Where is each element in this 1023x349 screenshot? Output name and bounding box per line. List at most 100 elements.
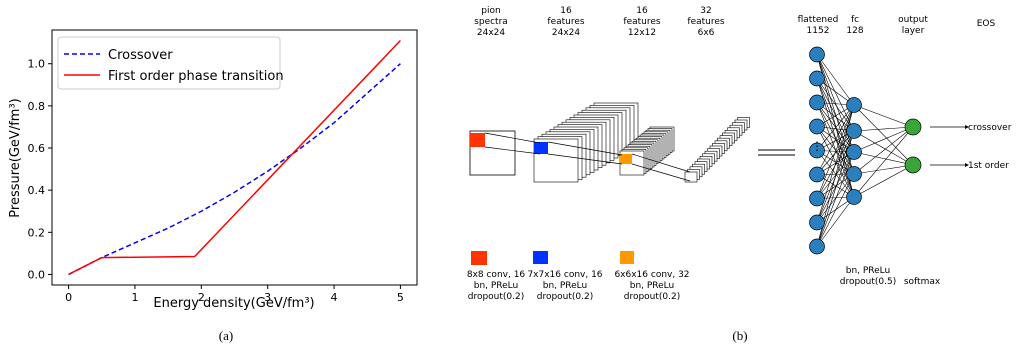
header-flat-l2: 1152 (807, 26, 830, 36)
flattened-node (809, 238, 825, 255)
fc-nodes (809, 46, 922, 255)
edge (816, 102, 855, 153)
conv3-stack (684, 117, 750, 183)
edge (853, 104, 914, 128)
edge (816, 126, 855, 175)
x-tick-label: 1 (131, 291, 138, 304)
flattened-node (809, 70, 825, 87)
y-axis-label: Pressure(GeV/fm³) (8, 98, 23, 217)
header-out-l2: layer (902, 26, 925, 36)
kernel-patch-3 (620, 154, 632, 164)
edge (816, 102, 855, 198)
flattened-node (809, 118, 825, 135)
output-node (904, 118, 922, 136)
x-tick-label: 4 (331, 291, 338, 304)
fc-node (846, 123, 862, 139)
flattened-node (809, 142, 825, 159)
y-tick-label: 0.0 (28, 268, 46, 281)
header-out-l1: output (898, 15, 928, 25)
kernel2-l2: bn, PReLu (543, 281, 588, 291)
edge (853, 104, 914, 166)
conv1-stack (533, 102, 639, 183)
arrowhead-crossover (965, 125, 969, 129)
series-line-0 (68, 63, 401, 276)
edge (816, 196, 855, 247)
edge (816, 78, 855, 132)
x-tick-label: 5 (397, 291, 404, 304)
output-node (904, 156, 922, 174)
caption-a: (a) (219, 328, 233, 343)
fc-note-l2: dropout(0.5) (840, 277, 897, 287)
edge (853, 151, 914, 166)
x-axis-label: Energy density(GeV/fm³) (153, 296, 314, 311)
edge (853, 130, 914, 166)
kernel2-l1: 7x7x16 conv, 16 (527, 270, 602, 280)
kernel1-l1: 8x8 conv, 16 (467, 270, 526, 280)
legend-kernel-1 (471, 251, 487, 265)
legend-box (57, 36, 281, 90)
feature-map (684, 171, 698, 183)
edge (816, 54, 855, 106)
edge (816, 54, 855, 132)
legend-label-crossover: Crossover (108, 48, 173, 63)
edge (816, 126, 855, 198)
fc-node (846, 144, 862, 160)
output-label-crossover: crossover (968, 123, 1012, 133)
arrowhead-first-order (965, 163, 969, 167)
edge (853, 126, 914, 175)
header-conv1-l1: 16 (560, 6, 572, 16)
y-tick-label: 0.8 (28, 100, 46, 113)
header-conv2-l3: 12x12 (628, 28, 656, 38)
fc-edges (816, 54, 914, 247)
edge (816, 173, 855, 247)
header-conv3-l1: 32 (700, 6, 711, 16)
fc-node (846, 97, 862, 113)
flattened-node (809, 166, 825, 183)
edge (853, 126, 914, 153)
edge (816, 130, 855, 175)
kernel1-l3: dropout(0.2) (468, 292, 525, 302)
header-fc-l1: fc (851, 15, 859, 25)
edge (816, 104, 855, 151)
fc-note-l1: bn, PReLu (846, 266, 891, 276)
kernel-patch-2 (534, 142, 548, 154)
legend-kernel-3 (620, 251, 634, 264)
header-conv3-l3: 6x6 (698, 28, 715, 38)
ellipsis-dots: ⋮ (811, 139, 823, 153)
edge (853, 126, 914, 132)
kernel3-l2: bn, PReLu (630, 281, 675, 291)
legend-label-first-order: First order phase transition (108, 69, 284, 84)
conv2-stack (619, 126, 675, 176)
y-tick-label: 0.4 (28, 184, 46, 197)
header-input-l2: spectra (474, 17, 508, 27)
edge (816, 104, 855, 175)
series-layer (68, 40, 401, 276)
edge (853, 164, 914, 198)
header-fc-l2: 128 (846, 26, 863, 36)
edge (853, 126, 914, 198)
fc-node (846, 189, 862, 205)
header-eos: EOS (977, 19, 996, 29)
caption-b: (b) (732, 328, 747, 343)
header-input-l1: pion (481, 6, 500, 16)
edge (816, 173, 855, 223)
x-tick-label: 3 (264, 291, 271, 304)
header-conv1-l3: 24x24 (552, 28, 581, 38)
header-conv3-l2: features (687, 17, 724, 27)
plot-frame (51, 29, 418, 286)
edge (816, 151, 855, 247)
kernel2-l3: dropout(0.2) (537, 292, 594, 302)
kernel3-l3: dropout(0.2) (624, 292, 681, 302)
legend: Crossover First order phase transition (57, 36, 284, 90)
series-line-1 (68, 40, 401, 276)
edge (816, 150, 855, 198)
header-conv2-l1: 16 (636, 6, 648, 16)
fc-node (846, 166, 862, 182)
output-label-first-order: 1st order (968, 161, 1009, 171)
flattened-node (809, 214, 825, 231)
edge (816, 104, 855, 199)
flattened-node (809, 190, 825, 207)
x-tick-label: 2 (198, 291, 205, 304)
eos-chart: 0 1 2 3 4 5 0.0 0.2 0.4 0.6 0.8 1.0 Crossover First… (8, 29, 418, 311)
